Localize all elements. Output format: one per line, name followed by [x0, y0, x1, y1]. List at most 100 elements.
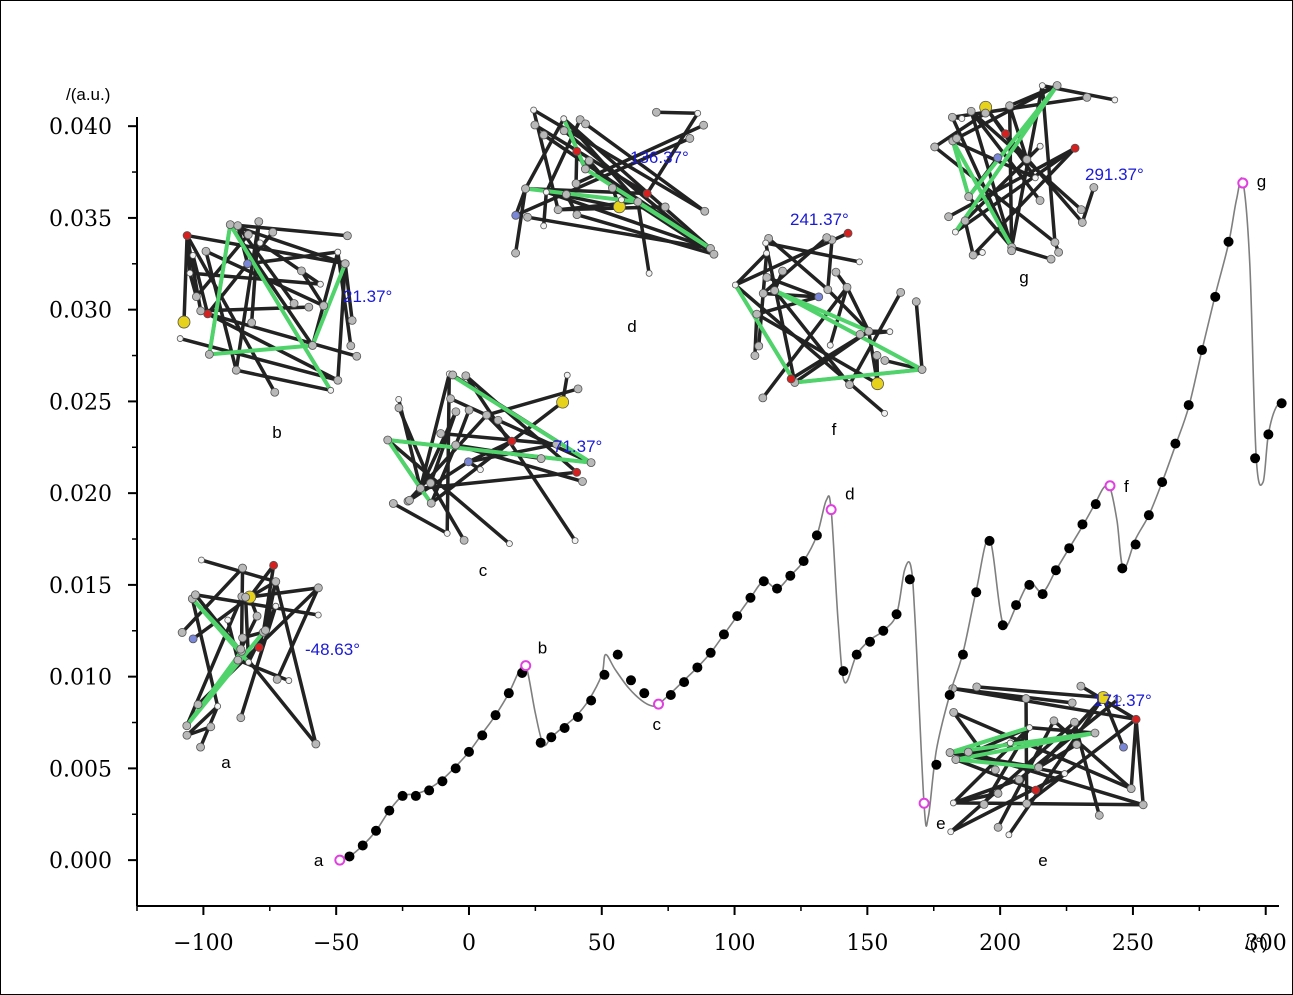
- atom: [762, 239, 770, 247]
- x-tick-label: −100: [173, 931, 233, 956]
- bond: [238, 614, 259, 651]
- atom: [236, 644, 246, 654]
- bond: [733, 283, 887, 416]
- atom: [945, 748, 955, 757]
- atom: [176, 335, 184, 342]
- atom: [754, 341, 764, 351]
- atom: [446, 394, 456, 404]
- atom: [1077, 218, 1087, 227]
- atom: [917, 365, 927, 374]
- structure-a-angle: -48.63°: [305, 640, 360, 659]
- data-point: [463, 746, 474, 757]
- bond: [951, 710, 998, 772]
- x-tick-label: 250: [1112, 931, 1154, 956]
- structure-c-angle: 71.37°: [553, 437, 602, 456]
- data-point: [1183, 400, 1194, 411]
- data-point: [785, 570, 796, 581]
- atom: [333, 375, 343, 385]
- atom: [880, 356, 890, 365]
- bond: [932, 145, 1057, 245]
- molecular-structures: -48.63° a 21.37° b 71.37° c 136.37° d 171.37° e 24…: [176, 81, 1152, 870]
- data-point: [904, 574, 915, 585]
- bond: [544, 117, 582, 194]
- atom: [511, 210, 521, 220]
- bond: [1007, 103, 1014, 253]
- data-point: [718, 629, 729, 640]
- bond: [336, 250, 353, 348]
- highlight-point-c: [653, 698, 665, 710]
- atom: [511, 248, 520, 258]
- atom: [523, 212, 532, 222]
- bond: [761, 235, 829, 296]
- bond: [428, 481, 466, 543]
- atom: [1005, 831, 1013, 839]
- atom: [231, 365, 241, 375]
- bond: [858, 329, 892, 337]
- atom: [1006, 739, 1014, 747]
- scan-bond: [966, 83, 1060, 199]
- data-point: [758, 576, 769, 587]
- atom: [958, 115, 966, 122]
- data-point: [679, 677, 690, 688]
- bond: [258, 241, 323, 286]
- y-tick-label: 0.030: [49, 299, 112, 324]
- x-tick-label: 0: [462, 931, 476, 956]
- data-point: [344, 851, 355, 862]
- atom: [947, 828, 955, 836]
- data-point: [559, 723, 570, 734]
- y-tick-label: 0.040: [49, 115, 112, 140]
- scan-bond: [561, 116, 588, 171]
- atom: [993, 822, 1003, 832]
- point-label-c: c: [653, 715, 662, 734]
- bond: [763, 241, 797, 385]
- data-points: [344, 236, 1287, 862]
- atom: [1036, 142, 1044, 150]
- data-point: [1077, 519, 1088, 530]
- atom: [1052, 81, 1062, 90]
- bond: [193, 593, 321, 617]
- bond: [299, 269, 326, 308]
- structure-c-label: c: [479, 561, 488, 580]
- bond: [407, 460, 471, 503]
- atom: [694, 109, 702, 117]
- data-point: [490, 710, 501, 721]
- scan-bond: [385, 438, 594, 465]
- atom: [252, 611, 262, 621]
- axes: /(a.u.) /(°): [66, 85, 1279, 953]
- atom: [346, 341, 356, 351]
- atom: [314, 611, 322, 619]
- atom: [990, 765, 1000, 775]
- atom: [416, 483, 425, 493]
- structure-e-angle: 171.37°: [1093, 691, 1152, 710]
- atom: [561, 190, 571, 199]
- atom: [201, 246, 211, 256]
- atom: [1031, 785, 1041, 795]
- atom: [206, 722, 216, 732]
- x-tick-label: 50: [588, 931, 616, 956]
- structure-g-picture: [930, 81, 1119, 264]
- atom: [395, 395, 403, 403]
- structure-a-picture: [177, 556, 323, 752]
- atom: [177, 628, 187, 637]
- bond: [205, 312, 359, 358]
- atom: [261, 625, 270, 635]
- atom: [192, 292, 201, 302]
- atom: [1126, 784, 1136, 794]
- data-point: [1130, 539, 1141, 550]
- y-tick-label: 0.000: [49, 849, 112, 874]
- atom: [786, 374, 796, 384]
- atom: [1022, 799, 1032, 809]
- atom: [778, 266, 788, 276]
- atom: [204, 349, 214, 359]
- bond: [1024, 717, 1138, 806]
- x-tick-label: −50: [313, 931, 359, 956]
- bond: [513, 186, 528, 255]
- x-tick-label: 200: [979, 931, 1021, 956]
- bond: [1101, 695, 1126, 749]
- atom: [383, 435, 393, 445]
- bond: [1009, 245, 1053, 261]
- atom: [947, 112, 957, 122]
- atom: [297, 266, 306, 276]
- data-point: [1276, 398, 1287, 409]
